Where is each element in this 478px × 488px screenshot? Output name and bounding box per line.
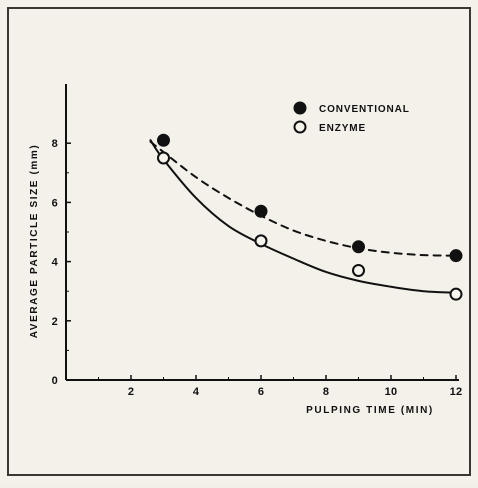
figure-border [7,7,471,476]
x-tick-label-10: 10 [385,386,398,398]
conventional-point-9 [352,240,365,254]
conventional-series-line [149,140,457,257]
enzyme-point-6 [254,234,268,248]
y-axis-title: AVERAGE PARTICLE SIZE (mm) [29,144,40,339]
x-tick-label-6: 6 [258,386,264,398]
x-tick-label-2: 2 [128,386,134,398]
legend-enzyme-label: ENZYME [319,123,366,134]
axes-layer: 2 4 6 8 10 12 0 2 4 6 8 [52,84,463,398]
y-tick-label-0: 0 [52,375,58,387]
x-tick-label-4: 4 [193,386,200,398]
legend-enzyme-marker [293,120,307,134]
conventional-point-3 [157,133,170,147]
legend-conventional-marker [293,101,307,115]
y-tick-label-8: 8 [52,138,58,150]
y-tick-label-4: 4 [52,257,59,269]
enzyme-point-3 [157,151,170,165]
conventional-point-12 [449,249,463,263]
legend-layer: CONVENTIONAL ENZYME [293,101,410,134]
x-tick-label-8: 8 [323,386,329,398]
conventional-point-6 [254,204,268,218]
legend-conventional-label: CONVENTIONAL [319,104,410,115]
x-tick-label-12: 12 [450,386,463,398]
enzyme-point-9 [352,263,365,277]
enzyme-series-line [149,139,457,294]
enzyme-point-12 [449,287,463,301]
y-tick-label-6: 6 [52,197,58,209]
x-axis-title: PULPING TIME (MIN) [306,405,434,416]
y-tick-label-2: 2 [52,316,58,328]
series-layer [149,133,463,301]
